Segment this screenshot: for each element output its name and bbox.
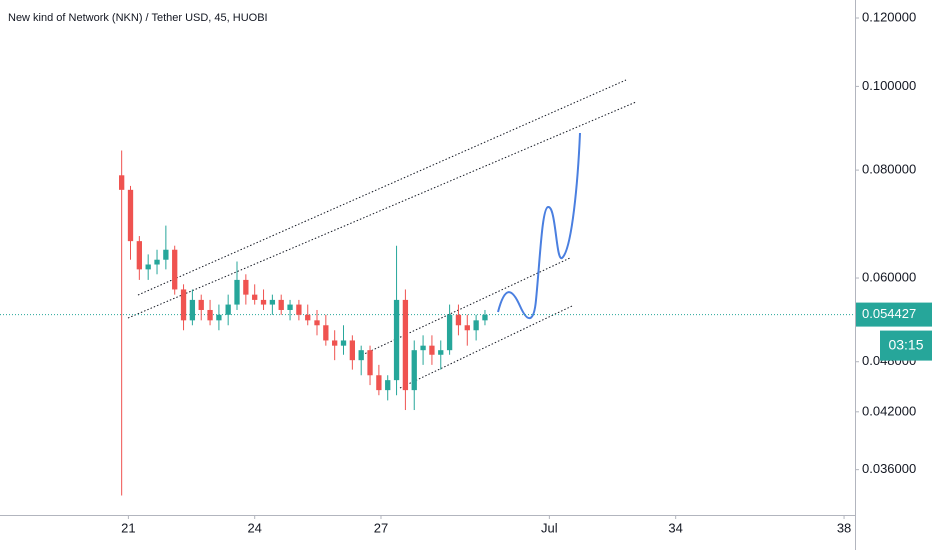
candle-body	[332, 340, 338, 346]
candle-body	[340, 340, 347, 346]
chart-title: New kind of Network (NKN) / Tether USD, …	[8, 12, 268, 24]
candle-body	[323, 325, 329, 341]
candle-body	[180, 289, 187, 321]
candle-body	[420, 345, 426, 351]
candle-body	[446, 314, 453, 351]
candle-body	[358, 350, 364, 361]
y-tick-label: 0.080000	[862, 162, 916, 177]
x-tick-label: 27	[374, 520, 388, 535]
y-tick-label: 0.100000	[862, 78, 916, 93]
y-tick-label: 0.060000	[862, 269, 916, 284]
x-tick-label: 24	[247, 520, 261, 535]
y-tick-label: 0.042000	[862, 403, 916, 418]
channel-line	[137, 79, 627, 296]
candle-body	[393, 299, 400, 381]
candle-body	[127, 189, 134, 242]
candle-body	[411, 350, 417, 391]
candle-body	[287, 304, 293, 310]
candle-body	[296, 304, 302, 315]
candle-body	[429, 345, 435, 355]
candle-body	[367, 350, 373, 376]
candle-body	[119, 175, 125, 190]
plot	[0, 150, 855, 496]
candle-body	[189, 299, 196, 321]
candle-body	[216, 314, 222, 321]
candle-body	[455, 314, 462, 326]
channel-line	[399, 305, 573, 389]
candle-body	[438, 350, 444, 355]
x-tick-label: 34	[668, 520, 682, 535]
candle-body	[172, 249, 178, 290]
candle-body	[402, 299, 409, 391]
projection-curve	[497, 132, 581, 319]
candle-body	[473, 320, 479, 331]
candle-body	[136, 241, 142, 270]
candle-body	[314, 320, 320, 326]
candle-body	[163, 249, 169, 260]
candle-body	[269, 299, 276, 305]
candle-body	[198, 299, 204, 310]
candle-body	[243, 279, 249, 295]
countdown-label: 03:15	[888, 336, 923, 352]
x-tick-label: Jul	[541, 520, 558, 535]
candle-body	[234, 279, 240, 305]
candle-body	[349, 340, 356, 361]
candle-body	[376, 375, 382, 391]
countdown-box	[880, 330, 932, 361]
channel-line	[127, 101, 637, 319]
candle-body	[278, 299, 284, 310]
drawings	[127, 79, 637, 389]
candle-body	[260, 299, 267, 305]
candle-body	[305, 314, 311, 321]
candle-body	[252, 294, 258, 300]
candle-body	[145, 264, 151, 270]
x-tick-label: 21	[121, 520, 135, 535]
candle-body	[464, 325, 470, 331]
last-price-label: 0.054427	[862, 306, 916, 321]
x-tick-label: 38	[837, 520, 851, 535]
candle-body	[207, 309, 213, 321]
candle-body	[225, 304, 231, 315]
y-tick-label: 0.120000	[862, 9, 916, 24]
candle-body	[154, 259, 160, 265]
y-tick-label: 0.036000	[862, 461, 916, 476]
last-price-box	[856, 302, 932, 327]
candle-body	[385, 380, 391, 391]
candle-body	[482, 314, 488, 321]
